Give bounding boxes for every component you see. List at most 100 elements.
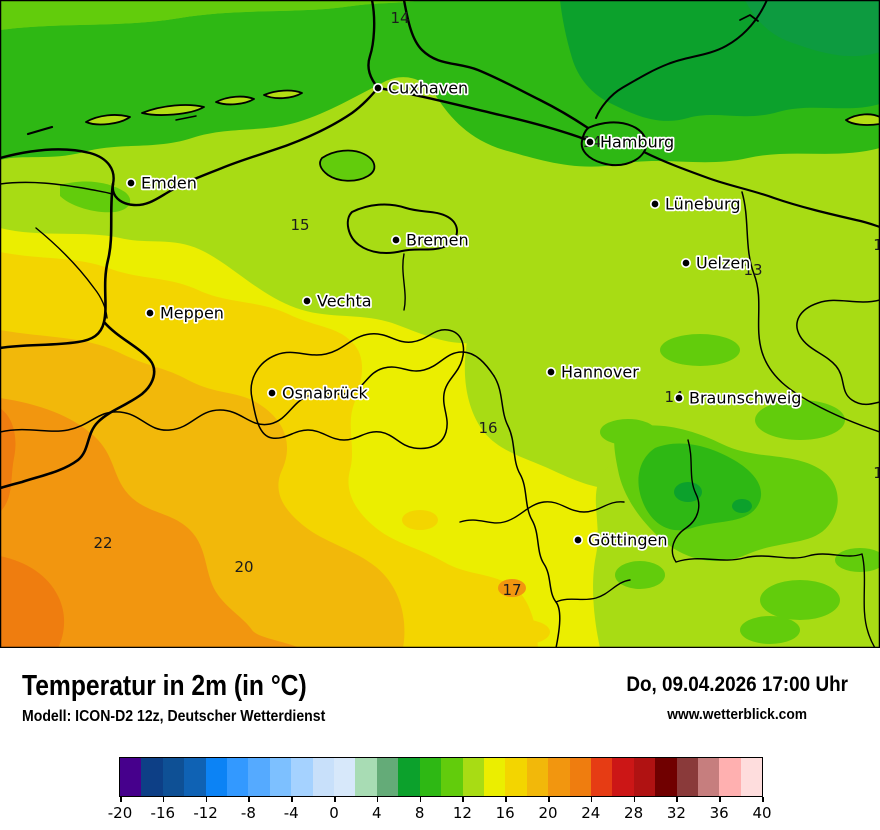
colorbar-tick-label: 32 [666, 804, 686, 822]
temperature-labels-layer: 14141513114161222017 [93, 9, 880, 599]
city-label: Meppen [160, 304, 224, 323]
city-label: Uelzen [696, 254, 750, 273]
nrw-border-path [0, 351, 495, 433]
colorbar-tick [762, 797, 764, 802]
temperature-value-label: 1 [873, 236, 880, 254]
city-label: Vechta [317, 292, 372, 311]
netherlands-border-path [0, 182, 156, 490]
colorbar-tick-label: 8 [414, 804, 425, 822]
borders-layer [0, 0, 880, 648]
field-green-speck [660, 334, 740, 366]
island-path [175, 115, 197, 121]
city-dot [301, 295, 313, 307]
city-markers-layer: Cuxhaven Hamburg Lüneburg Emden Uelzen Bremen… [125, 77, 803, 551]
field-green-speck [760, 580, 840, 620]
island-path [85, 114, 131, 126]
colorbar-cell [162, 758, 185, 796]
colorbar-cell [227, 758, 249, 796]
district-border-path [35, 227, 108, 319]
colorbar-tick [633, 797, 636, 802]
temperature-value-label: 17 [502, 581, 521, 599]
city-label: Braunschweig [689, 389, 801, 408]
field-darkgreen-harz [674, 482, 702, 502]
city-dot [125, 177, 137, 189]
city-dot [266, 387, 278, 399]
schleswig-border-path [595, 0, 768, 119]
colorbar-tick-label: -20 [107, 804, 133, 822]
city-dot [680, 257, 692, 269]
colorbar-tick [334, 797, 336, 802]
colorbar-cell [334, 758, 356, 796]
map-container: 14141513114161222017 CuxhavenHamburgLüne… [0, 0, 880, 648]
colorbar-tick [291, 797, 293, 802]
colorbar-cell [419, 758, 442, 796]
colorbar-tick-label: -12 [193, 804, 218, 822]
colorbar-tick [162, 797, 165, 802]
page-title: Temperatur in 2m (in °C) [22, 670, 307, 702]
city-marker: Uelzen [680, 252, 752, 274]
colorbar-cell [291, 758, 313, 796]
colorbar-cell [740, 758, 763, 796]
city-marker: Braunschweig [673, 387, 803, 409]
city-label: Hannover [561, 363, 639, 382]
colorbar-tick-label: -8 [240, 804, 256, 822]
field-darkest-corner [745, 0, 880, 57]
city-dot [572, 534, 584, 546]
colorbar-tick [205, 797, 208, 802]
field-green-speck [615, 561, 665, 589]
osnabrueck-border-path [250, 329, 465, 450]
city-marker: Cuxhaven [372, 77, 470, 99]
colorbar-cell [569, 758, 591, 796]
colorbar-tick-label: 16 [495, 804, 515, 822]
field-darkgreen-harz [732, 499, 752, 513]
city-label: Lüneburg [665, 195, 741, 214]
colorbar-cell [548, 758, 570, 796]
field-yellowgreen-east [464, 290, 880, 490]
colorbar-axis: -20 -16 -12 -8 -4 0 4 8 12 16 20 24 28 32 36 40 [108, 797, 772, 827]
island-path [263, 89, 303, 100]
colorbar-tick [248, 797, 250, 802]
colorbar-cell [120, 758, 142, 796]
city-marker: Bremen [390, 229, 470, 251]
field-orange-speck [498, 579, 526, 597]
colorbar-cell [697, 758, 720, 796]
field-orange [0, 398, 300, 648]
temperature-map: 14141513114161222017 CuxhavenHamburgLüne… [0, 0, 880, 648]
colorbar-tick-label: 20 [538, 804, 558, 822]
colorbar-cell [441, 758, 463, 796]
colorbar-tick-label: -16 [150, 804, 176, 822]
colorbar-cell [655, 758, 677, 796]
islands [26, 14, 880, 136]
city-marker: Göttingen [572, 529, 669, 551]
island-path [141, 104, 205, 116]
city-label: Göttingen [588, 531, 667, 550]
colorbar-cell [612, 758, 634, 796]
city-marker: Lüneburg [649, 193, 742, 215]
temperature-value-label: 16 [478, 419, 497, 437]
colorbar-cell [355, 758, 377, 796]
colorbar-tick-label: 28 [624, 804, 644, 822]
field-green-speck [755, 400, 845, 440]
colorbar-cell [248, 758, 270, 796]
city-marker: Osnabrück [266, 382, 370, 404]
colorbar-cell [505, 758, 527, 796]
city-marker: Meppen [144, 302, 226, 324]
colorbar-tick [419, 797, 422, 802]
colorbar-cell [205, 758, 228, 796]
temperature-value-label: 20 [234, 558, 253, 576]
colorbar-cell [483, 758, 506, 796]
coastal-lake-path [319, 149, 376, 182]
goettingen-border-path [459, 501, 631, 603]
colorbar-tick [120, 797, 122, 802]
uelzen-border-path [796, 299, 880, 406]
colorbar-tick [462, 797, 464, 802]
temperature-value-label: 1 [873, 464, 880, 482]
island-path [739, 14, 759, 22]
city-label: Hamburg [600, 133, 674, 152]
colorbar-tick [719, 797, 721, 802]
city-dot [390, 234, 402, 246]
city-dot [584, 136, 596, 148]
colorbar-cell [376, 758, 399, 796]
colorbar-tick [376, 797, 379, 802]
harz-border-path [671, 439, 876, 648]
